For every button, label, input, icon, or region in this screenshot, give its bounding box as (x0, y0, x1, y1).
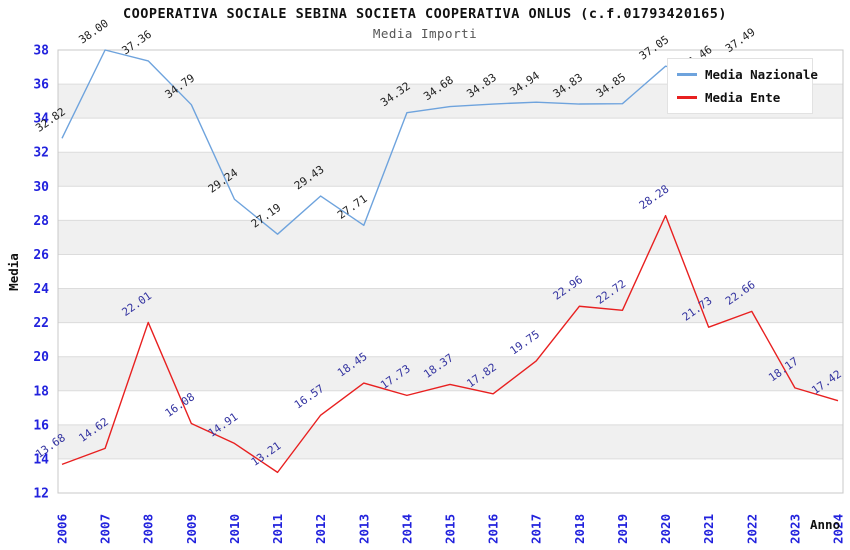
y-tick-label: 34 (33, 112, 49, 127)
x-tick-label: 2007 (98, 514, 113, 544)
chart-title: COOPERATIVA SOCIALE SEBINA SOCIETA COOPE… (123, 6, 727, 22)
legend-item-media-nazionale: Media Nazionale (677, 67, 818, 82)
y-tick-label: 28 (33, 214, 49, 229)
x-tick-label: 2017 (529, 514, 544, 544)
grid-band (58, 288, 843, 323)
y-tick-label: 20 (33, 350, 49, 365)
y-axis-title: Media (6, 253, 21, 291)
x-tick-label: 2015 (443, 514, 458, 544)
y-tick-label: 36 (33, 78, 49, 93)
grid-band (58, 152, 843, 187)
y-tick-label: 18 (33, 384, 49, 399)
x-tick-label: 2012 (313, 514, 328, 544)
x-tick-label: 2024 (831, 514, 846, 544)
y-tick-label: 38 (33, 44, 49, 59)
x-tick-label: 2006 (55, 514, 70, 544)
y-tick-label: 30 (33, 180, 49, 195)
grid-band (58, 424, 843, 459)
x-tick-label: 2010 (227, 514, 242, 544)
y-tick-label: 14 (33, 452, 49, 467)
legend-label-media-nazionale: Media Nazionale (705, 67, 818, 82)
plot-border (57, 49, 844, 494)
x-tick-label: 2011 (270, 514, 285, 544)
x-tick-label: 2020 (658, 514, 673, 544)
x-tick-label: 2014 (399, 514, 414, 544)
x-tick-label: 2009 (184, 514, 199, 544)
y-tick-label: 24 (33, 282, 49, 297)
series-line-media-nazionale (61, 49, 753, 235)
x-tick-label: 2008 (141, 514, 156, 544)
y-tick-label: 32 (33, 146, 49, 161)
chart-subtitle: Media Importi (372, 26, 478, 41)
y-tick-label: 12 (33, 487, 49, 502)
legend-swatch-media-nazionale (677, 73, 697, 76)
x-tick-label: 2023 (787, 514, 802, 544)
legend-item-media-ente: Media Ente (677, 90, 803, 105)
grid-band (58, 220, 843, 255)
x-tick-label: 2013 (356, 514, 371, 544)
y-tick-label: 22 (33, 316, 49, 331)
x-tick-label: 2016 (486, 514, 501, 544)
legend: Media Nazionale Media Ente (667, 58, 818, 114)
x-tick-label: 2021 (701, 514, 716, 544)
series-line-media-ente (61, 214, 839, 474)
y-tick-label: 16 (33, 418, 49, 433)
x-tick-label: 2019 (615, 514, 630, 544)
x-tick-label: 2022 (744, 514, 759, 544)
x-axis-title: Anno (810, 517, 840, 532)
x-tick-label: 2018 (572, 514, 587, 544)
legend-label-media-ente: Media Ente (705, 90, 781, 105)
legend-swatch-media-ente (677, 96, 697, 99)
y-tick-label: 26 (33, 248, 49, 263)
